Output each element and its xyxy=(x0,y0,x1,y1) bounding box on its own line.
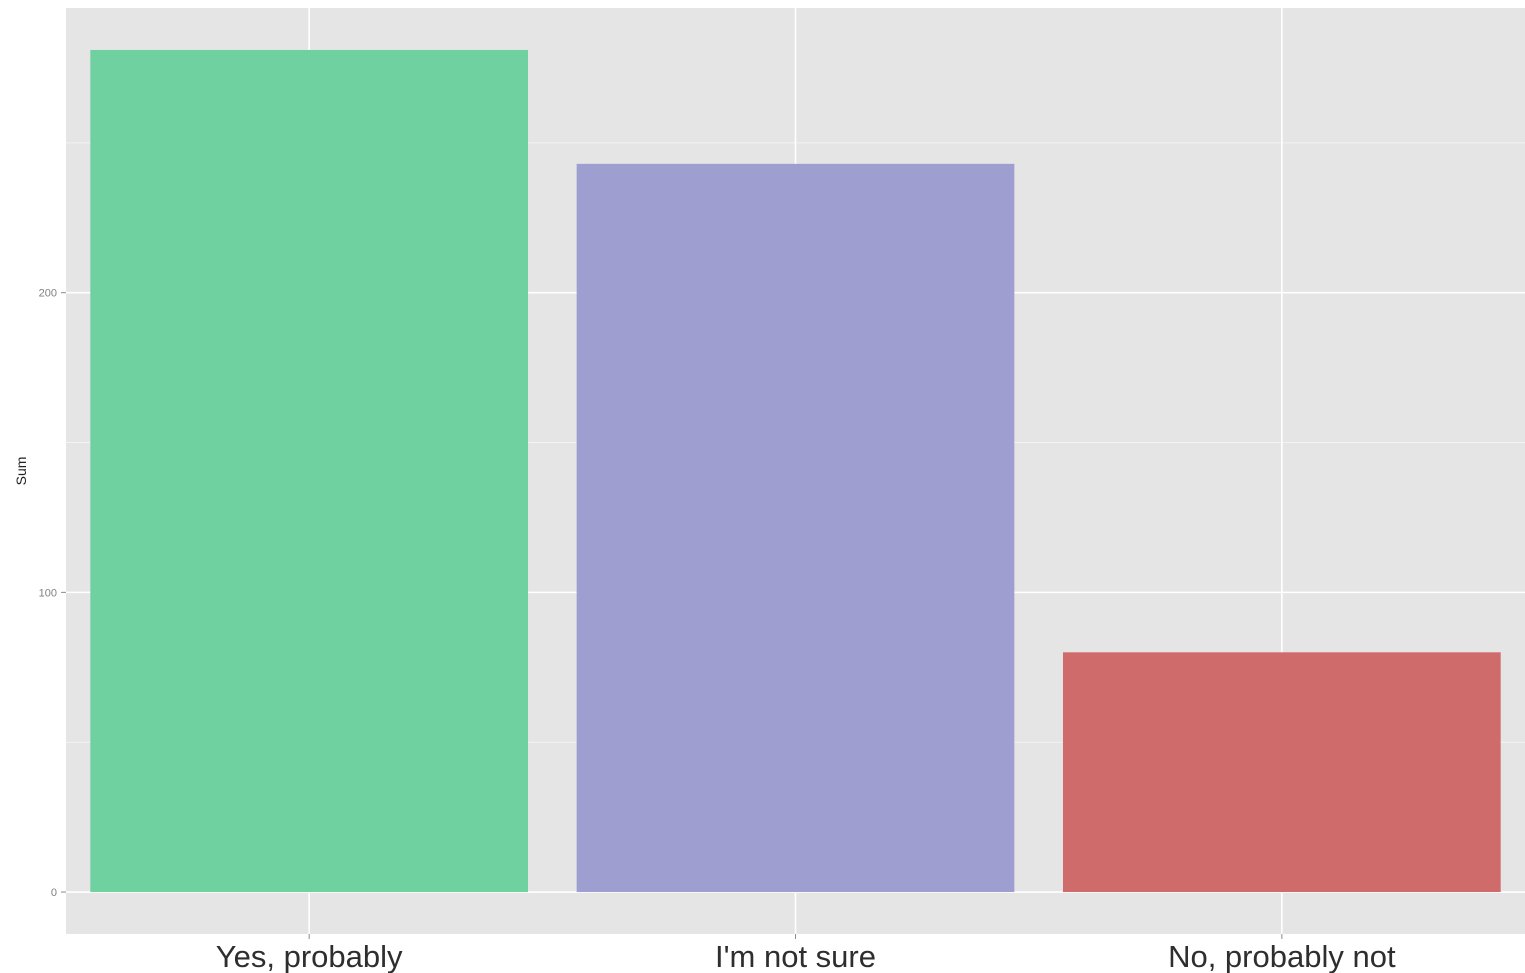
y-tick-label: 200 xyxy=(39,288,57,300)
y-tick-label: 100 xyxy=(39,587,57,599)
bar-0 xyxy=(90,49,529,893)
bar-2 xyxy=(1062,652,1501,893)
x-tick-label: No, probably not xyxy=(1168,939,1396,973)
bar-1 xyxy=(576,163,1015,893)
y-tick-label: 0 xyxy=(51,887,57,899)
x-tick-label: Yes, probably xyxy=(216,939,403,973)
y-axis-ticks: 0 100 200 xyxy=(39,288,66,899)
bars xyxy=(90,49,1501,893)
y-axis-title: Sum xyxy=(13,457,29,486)
x-tick-label: I'm not sure xyxy=(715,939,876,973)
x-axis-ticks: Yes, probably I'm not sure No, probably no… xyxy=(216,934,1396,973)
